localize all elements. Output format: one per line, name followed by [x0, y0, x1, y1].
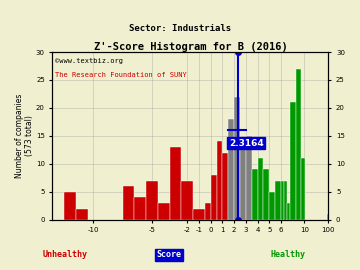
Text: Score: Score — [157, 250, 182, 259]
Bar — [264, 170, 269, 220]
Bar — [287, 203, 290, 220]
Bar — [281, 181, 284, 220]
Bar — [181, 181, 193, 220]
Bar — [146, 181, 158, 220]
Bar — [269, 192, 275, 220]
Bar — [228, 119, 234, 220]
Bar — [123, 186, 135, 220]
Bar — [275, 181, 281, 220]
Text: Unhealthy: Unhealthy — [42, 250, 87, 259]
Bar — [170, 147, 181, 220]
Bar — [135, 197, 146, 220]
Bar — [216, 141, 222, 220]
Bar — [64, 192, 76, 220]
Bar — [205, 203, 211, 220]
Bar — [240, 141, 246, 220]
Text: Sector: Industrials: Sector: Industrials — [129, 24, 231, 33]
Text: The Research Foundation of SUNY: The Research Foundation of SUNY — [55, 72, 186, 77]
Bar — [284, 181, 287, 220]
Bar — [301, 158, 305, 220]
Text: ©www.textbiz.org: ©www.textbiz.org — [55, 58, 123, 64]
Bar — [76, 209, 87, 220]
Bar — [234, 97, 240, 220]
Bar — [252, 170, 257, 220]
Bar — [327, 214, 328, 220]
Title: Z'-Score Histogram for B (2016): Z'-Score Histogram for B (2016) — [94, 42, 287, 52]
Text: 2.3164: 2.3164 — [229, 139, 264, 148]
Bar — [296, 69, 301, 220]
Y-axis label: Number of companies
(573 total): Number of companies (573 total) — [15, 94, 35, 178]
Bar — [211, 175, 216, 220]
Text: Healthy: Healthy — [270, 250, 306, 259]
Bar — [222, 153, 228, 220]
Bar — [246, 136, 252, 220]
Bar — [193, 209, 205, 220]
Bar — [290, 102, 296, 220]
Bar — [257, 158, 264, 220]
Bar — [158, 203, 170, 220]
